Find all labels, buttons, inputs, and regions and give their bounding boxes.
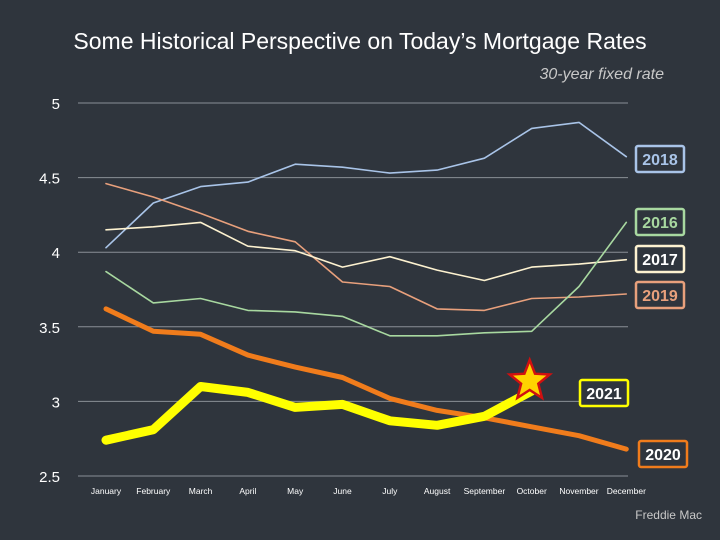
series-label-box-2019 (634, 280, 686, 310)
source-credit: Freddie Mac (635, 508, 702, 522)
y-tick-label: 5 (52, 96, 60, 113)
x-tick-label: July (382, 486, 398, 496)
x-tick-label: November (559, 486, 598, 496)
series-line-2018 (105, 121, 628, 249)
chart-title: Some Historical Perspective on Today’s M… (73, 28, 647, 54)
series-label-2016: 2016 (642, 215, 678, 232)
series-label-2019: 2019 (642, 288, 678, 305)
series-line-2020 (103, 306, 629, 452)
y-tick-label: 4.5 (39, 171, 60, 188)
x-tick-label: June (333, 486, 352, 496)
grid-lines (78, 102, 628, 477)
x-tick-label: January (91, 486, 122, 496)
y-axis-ticks: 2.5 3 3.5 4 4.5 5 (39, 96, 60, 486)
series-label-box-2021 (578, 378, 630, 408)
x-tick-label: April (239, 486, 256, 496)
series-label-2017: 2017 (642, 252, 678, 269)
star-marker-icon (506, 356, 554, 401)
series-label-2018: 2018 (642, 152, 678, 169)
y-tick-label: 4 (52, 245, 60, 262)
x-tick-label: October (517, 486, 547, 496)
series-label-box-2016 (634, 207, 686, 237)
series-line-2019 (105, 182, 628, 312)
series-lines (101, 121, 629, 452)
series-line-2021 (101, 382, 537, 445)
series-label-2021: 2021 (586, 386, 622, 403)
x-tick-label: August (424, 486, 451, 496)
x-axis-ticks: January February March April May June July Augu… (91, 486, 646, 496)
series-label-2020: 2020 (645, 447, 681, 464)
chart-subtitle: 30-year fixed rate (539, 66, 664, 83)
x-tick-label: September (464, 486, 506, 496)
y-tick-label: 2.5 (39, 469, 60, 486)
series-line-2017 (105, 221, 628, 282)
series-label-box-2018 (634, 144, 686, 174)
x-tick-label: March (189, 486, 213, 496)
x-tick-label: December (607, 486, 646, 496)
y-tick-label: 3.5 (39, 320, 60, 337)
series-line-2016 (105, 221, 628, 337)
series-labels: 2018 2019 2017 2016 2020 2021 (578, 144, 689, 469)
series-label-box-2020 (637, 439, 689, 469)
x-tick-label: February (136, 486, 171, 496)
series-label-box-2017 (634, 244, 686, 274)
x-tick-label: May (287, 486, 304, 496)
y-tick-label: 3 (52, 394, 60, 411)
